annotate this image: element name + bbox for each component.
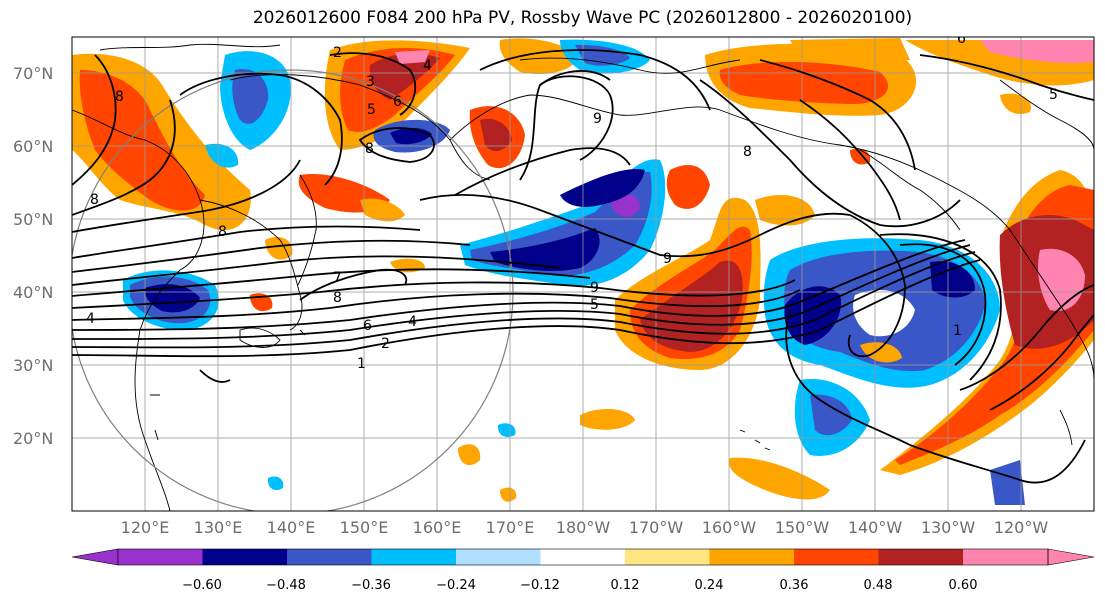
colorbar-segment <box>456 549 541 565</box>
contour-label: 2 <box>381 336 390 352</box>
latitude-labels: 70°N 60°N 50°N 40°N 30°N 20°N <box>13 64 53 448</box>
contour-label: 5 <box>590 297 599 313</box>
colorbar-tick: 0.60 <box>949 578 978 593</box>
lon-label: 160°E <box>413 518 462 537</box>
colorbar-extend-low <box>71 548 119 566</box>
contour-label: 5 <box>367 102 376 118</box>
lat-label: 40°N <box>13 283 53 302</box>
map-title: 2026012600 F084 200 hPa PV, Rossby Wave … <box>252 8 913 28</box>
contour-label: 7 <box>333 270 342 286</box>
radius-circle <box>72 69 514 511</box>
contour-label: 8 <box>90 192 99 208</box>
contour-label: 2 <box>333 45 342 61</box>
contour-label: 8 <box>115 89 124 105</box>
contour-label: 4 <box>86 311 95 327</box>
colorbar-segment <box>878 549 963 565</box>
colorbar-tick: 0.36 <box>780 578 809 593</box>
pv-shading <box>72 38 1094 505</box>
contour-label: 9 <box>593 111 602 127</box>
lon-label: 120°W <box>994 518 1049 537</box>
colorbar-segment <box>709 549 794 565</box>
colorbar-tick: −0.12 <box>520 578 560 593</box>
colorbar-segment <box>540 549 625 565</box>
graticule <box>72 37 1094 511</box>
contour-label: 5 <box>1049 87 1058 103</box>
colorbar-outline <box>117 548 1049 566</box>
contour-label: 4 <box>423 58 432 74</box>
colorbar-segment <box>625 549 710 565</box>
contour-label: 4 <box>408 314 417 330</box>
colorbar-segment <box>287 549 372 565</box>
lon-label: 130°W <box>921 518 976 537</box>
colorbar-tick: 0.24 <box>695 578 724 593</box>
contour-label: 6 <box>957 31 966 47</box>
colorbar-tick: 0.12 <box>611 578 640 593</box>
lon-label: 180°W <box>556 518 611 537</box>
contour-labels: 2 3 4 5 6 8 8 8 4 8 9 9 8 6 4 2 1 7 8 9 … <box>86 31 1058 372</box>
contour-label: 6 <box>393 94 402 110</box>
lon-label: 170°W <box>629 518 684 537</box>
contour-label: 1 <box>357 356 366 372</box>
colorbar-segment <box>118 549 203 565</box>
colorbar-tick: −0.36 <box>351 578 391 593</box>
contour-label: 3 <box>366 74 375 90</box>
contour-label: 8 <box>743 144 752 160</box>
colorbar-segment <box>794 549 879 565</box>
lon-label: 170°E <box>486 518 535 537</box>
lat-label: 60°N <box>13 137 53 156</box>
colorbar <box>71 548 1095 566</box>
colorbar-tick-labels: −0.60 −0.48 −0.36 −0.24 −0.12 0.12 0.24 … <box>182 578 977 593</box>
contour-label: 9 <box>590 280 599 296</box>
map-border <box>71 36 1095 512</box>
contour-label: 6 <box>363 318 372 334</box>
lon-label: 160°W <box>702 518 757 537</box>
lon-label: 150°W <box>775 518 830 537</box>
lon-label: 130°E <box>194 518 243 537</box>
lat-label: 70°N <box>13 64 53 83</box>
colorbar-segment <box>963 549 1048 565</box>
colorbar-tick: −0.24 <box>436 578 476 593</box>
coastlines <box>72 43 1094 511</box>
colorbar-segment <box>371 549 456 565</box>
longitude-labels: 120°E 130°E 140°E 150°E 160°E 170°E 180°… <box>121 518 1049 537</box>
contour-label: 8 <box>333 290 342 306</box>
colorbar-tick: −0.60 <box>182 578 222 593</box>
lat-label: 50°N <box>13 210 53 229</box>
lon-label: 140°W <box>848 518 903 537</box>
colorbar-tick: 0.48 <box>864 578 893 593</box>
contour-label: 8 <box>218 224 227 240</box>
colorbar-tick: −0.48 <box>266 578 306 593</box>
lon-label: 150°E <box>340 518 389 537</box>
lat-label: 20°N <box>13 429 53 448</box>
contour-label: 9 <box>663 251 672 267</box>
lon-label: 140°E <box>267 518 316 537</box>
lon-label: 120°E <box>121 518 170 537</box>
lat-label: 30°N <box>13 356 53 375</box>
pv-contours <box>72 49 1094 484</box>
colorbar-extend-high <box>1047 548 1095 566</box>
colorbar-segment <box>202 549 287 565</box>
contour-label: 8 <box>365 141 374 157</box>
contour-label: 1 <box>953 323 962 339</box>
